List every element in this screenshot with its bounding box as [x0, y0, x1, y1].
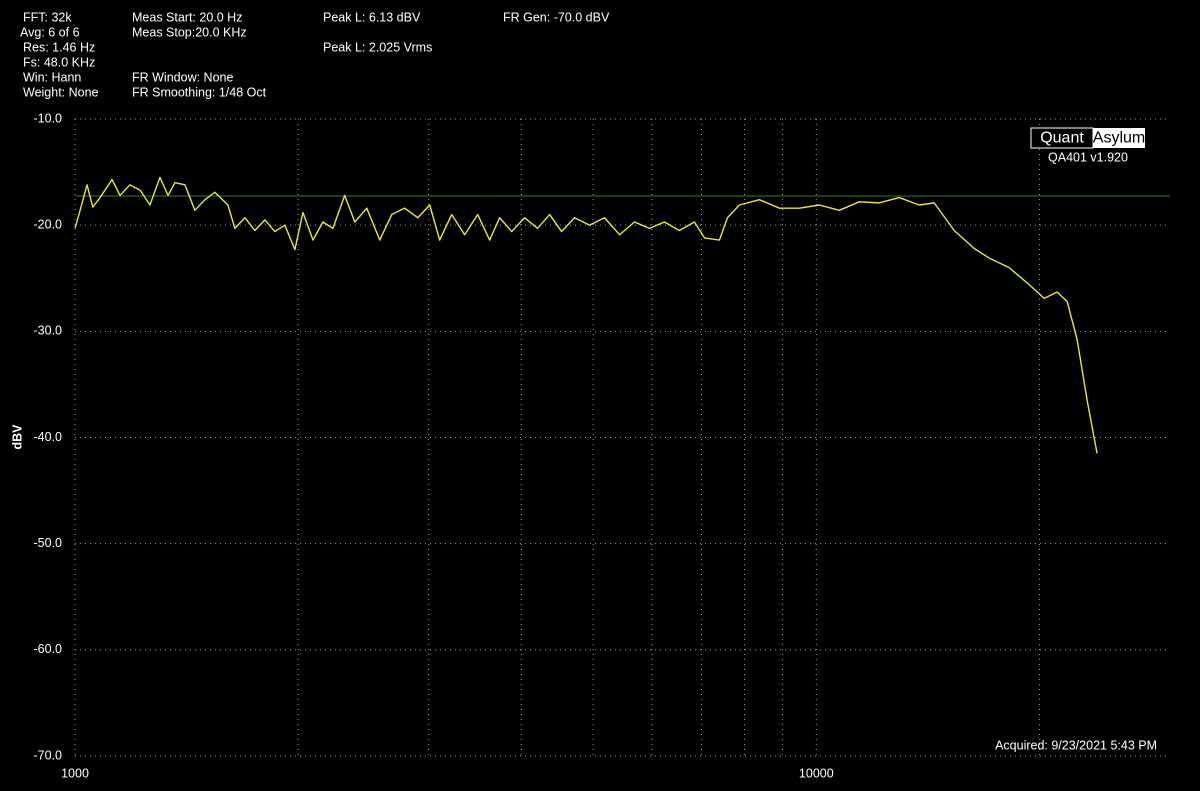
info: Res: 1.46 Hz	[23, 40, 95, 54]
version: QA401 v1.920	[1048, 150, 1128, 164]
logo-text: Quant	[1040, 130, 1084, 147]
info: Fs: 48.0 KHz	[23, 55, 95, 69]
x-tick-label: 10000	[799, 766, 834, 780]
y-tick-label: -60.0	[34, 642, 63, 656]
x-tick-label: 1000	[61, 766, 89, 780]
info: FR Window: None	[132, 70, 233, 84]
info: Peak L: 6.13 dBV	[323, 10, 421, 24]
y-axis-label: dBV	[10, 424, 24, 450]
y-tick-label: -10.0	[34, 111, 63, 125]
info: FFT: 32k	[23, 10, 72, 24]
logo-text: Asylum	[1093, 130, 1145, 147]
info: FR Gen: -70.0 dBV	[503, 10, 610, 24]
y-tick-label: -70.0	[34, 748, 63, 762]
y-tick-label: -20.0	[34, 217, 63, 231]
info: Meas Start: 20.0 Hz	[132, 10, 242, 24]
info: Meas Stop:20.0 KHz	[132, 25, 247, 39]
y-tick-label: -50.0	[34, 536, 63, 550]
info: Peak L: 2.025 Vrms	[323, 40, 432, 54]
info: Avg: 6 of 6	[20, 25, 80, 39]
response-line	[74, 176, 1098, 454]
info: Weight: None	[23, 85, 99, 99]
info: Win: Hann	[23, 70, 81, 84]
plot-area: -10.0 -20.0 -30.0 -40.0 -50.0 -60.0 -70.0 1000 1…	[34, 111, 1170, 780]
y-tick-label: -40.0	[34, 430, 63, 444]
logo-box	[1093, 128, 1145, 148]
info: FR Smoothing: 1/48 Oct	[132, 85, 267, 99]
acquired: Acquired: 9/23/2021 5:43 PM	[995, 738, 1157, 752]
y-tick-label: -30.0	[34, 324, 63, 338]
